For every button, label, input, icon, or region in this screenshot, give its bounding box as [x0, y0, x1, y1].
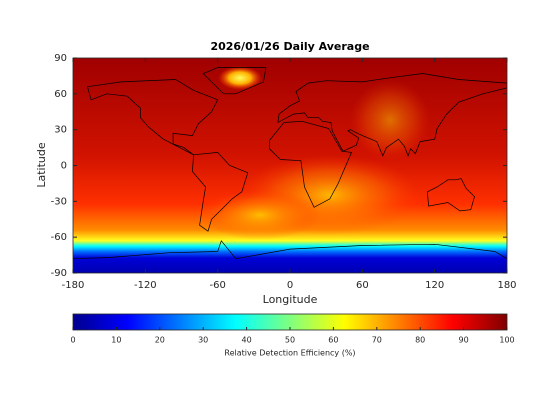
- heatmap-field: [200, 190, 320, 240]
- colorbar-tick-label: 10: [111, 336, 121, 345]
- coastline: [427, 178, 475, 212]
- heatmap-field: [350, 80, 430, 160]
- colorbar-tick-label: 30: [198, 336, 208, 345]
- coastline: [202, 67, 267, 95]
- x-tick-label: -180: [62, 280, 85, 291]
- coastline: [87, 79, 219, 156]
- y-tick-label: 90: [54, 53, 67, 64]
- heatmap: [73, 58, 507, 273]
- x-tick-label: -120: [134, 280, 157, 291]
- x-tick-label: 180: [497, 280, 516, 291]
- coastline: [277, 73, 507, 157]
- x-axis-label: Longitude: [263, 293, 318, 306]
- coastline: [269, 120, 353, 208]
- y-axis-label: Latitude: [35, 142, 48, 188]
- coastline: [73, 240, 507, 260]
- x-tick-label: 0: [287, 280, 293, 291]
- colorbar-tick-label: 70: [372, 336, 382, 345]
- x-tick-label: -60: [209, 280, 225, 291]
- y-tick-label: 60: [54, 89, 67, 100]
- colorbar-tick-label: 50: [285, 336, 295, 345]
- x-tick-label: 60: [356, 280, 369, 291]
- heatmap-field: [218, 66, 262, 90]
- colorbar-tick-label: 90: [459, 336, 469, 345]
- coastlines: [73, 67, 507, 260]
- colorbar-tick-label: 0: [70, 336, 75, 345]
- colorbar-label: Relative Detection Efficiency (%): [224, 349, 355, 358]
- coastline: [192, 152, 249, 232]
- colorbar-tick-label: 60: [328, 336, 338, 345]
- chart-title: 2026/01/26 Daily Average: [210, 40, 369, 53]
- colorbar-tick-label: 80: [415, 336, 425, 345]
- colorbar-tick-label: 100: [499, 336, 514, 345]
- y-tick-label: -60: [51, 232, 67, 243]
- y-tick-label: -30: [51, 196, 67, 207]
- y-tick-label: 30: [54, 125, 67, 136]
- colorbar-tick-label: 20: [155, 336, 165, 345]
- y-tick-label: -90: [51, 268, 67, 279]
- colorbar-tick-label: 40: [242, 336, 252, 345]
- x-tick-label: 120: [425, 280, 444, 291]
- y-tick-label: 0: [61, 161, 67, 172]
